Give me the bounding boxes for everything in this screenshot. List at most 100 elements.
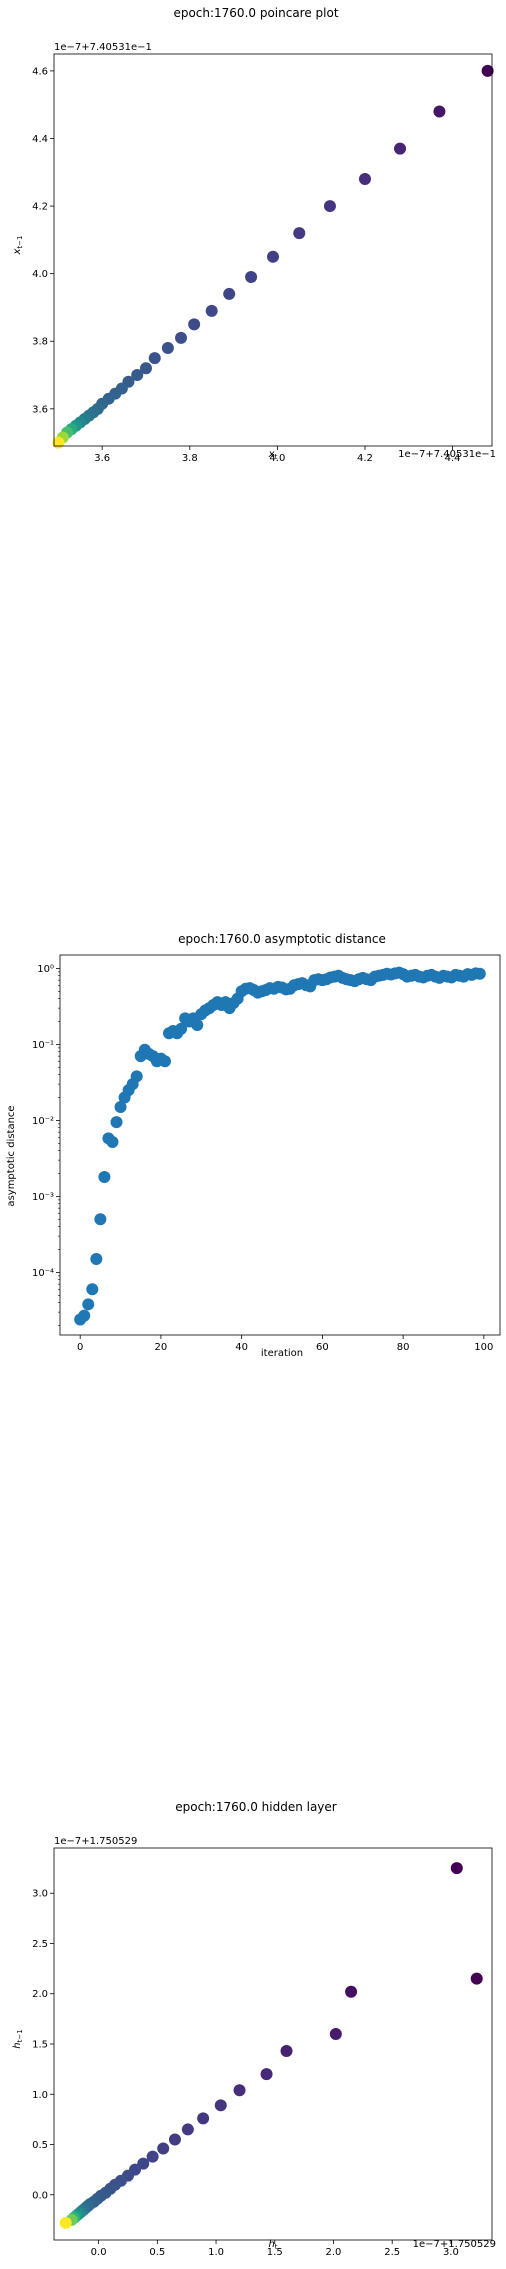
- data-point: [473, 967, 486, 980]
- data-point: [245, 271, 258, 284]
- data-point: [137, 2157, 150, 2170]
- data-point: [98, 1170, 111, 1183]
- data-point: [267, 250, 279, 263]
- chart-title: epoch:1760.0 asymptotic distance: [178, 932, 386, 946]
- plot-area: 0 20 40 60 80 100 10⁻⁴ 10⁻³ 10⁻² 10⁻¹ 10⁰: [32, 954, 501, 1353]
- data-point: [106, 1135, 119, 1148]
- data-point: [90, 1253, 103, 1265]
- data-point: [131, 369, 144, 382]
- data-point: [223, 287, 236, 300]
- data-point: [329, 2027, 342, 2040]
- data-point: [158, 1055, 171, 1068]
- data-point: [181, 2123, 194, 2136]
- x-tick-label: 1.5: [267, 2247, 283, 2258]
- data-point: [191, 1018, 204, 1031]
- x-tick-label: 40: [235, 1342, 248, 1353]
- y-tick-label: 3.6: [32, 404, 48, 415]
- plot-area: 0.0 0.5 1.0 1.5 2.0 2.5 3.0 0.0 0.5 1.0 1.5 2.0 2.5 3…: [32, 1847, 493, 2258]
- y-tick-label: 0.5: [32, 2140, 48, 2151]
- y-tick-label: 0.0: [32, 2190, 48, 2201]
- data-point: [470, 1972, 483, 1985]
- y-tick-label: 3.8: [32, 337, 48, 348]
- data-point: [157, 2142, 170, 2155]
- x-tick-label: 4.2: [357, 453, 373, 464]
- data-point: [148, 352, 161, 365]
- data-point: [139, 362, 152, 375]
- hidden-layer-chart: epoch:1760.0 hidden layer 1e−7+1.750529 …: [12, 1800, 496, 2258]
- x-tick-label: 0.5: [149, 2247, 165, 2258]
- x-tick-label: 3.8: [182, 453, 198, 464]
- data-point: [394, 142, 407, 155]
- data-point: [188, 318, 201, 331]
- data-point: [94, 1213, 107, 1226]
- asymptotic-distance-chart: epoch:1760.0 asymptotic distance 0 20 40 60…: [6, 932, 501, 1359]
- data-point: [323, 200, 336, 213]
- y-axis-label: ht−1: [12, 2029, 24, 2048]
- y-axis-label: asymptotic distance: [6, 1105, 17, 1206]
- data-point: [114, 1101, 127, 1113]
- y-tick-label: 3.0: [32, 1889, 48, 1900]
- x-tick-label: 4.4: [445, 453, 461, 464]
- data-point: [168, 2133, 181, 2146]
- y-tick-label: 4.6: [32, 66, 48, 77]
- x-tick-label: 0: [77, 1342, 83, 1353]
- x-offset-label: 1e−7+1.750529: [413, 2239, 496, 2250]
- chart-title: epoch:1760.0 poincare plot: [173, 6, 338, 20]
- x-offset-label: 1e−7+7.40531e−1: [398, 449, 496, 460]
- poincare-plot-chart: epoch:1760.0 poincare plot 1e−7+7.40531e…: [12, 6, 496, 464]
- y-tick-label: 4.4: [32, 134, 48, 145]
- chart-title: epoch:1760.0 hidden layer: [175, 1800, 337, 1814]
- data-point: [175, 1022, 188, 1035]
- y-tick-label: 1.5: [32, 2040, 48, 2051]
- x-tick-label: 1.0: [208, 2247, 224, 2258]
- x-tick-label: 0.0: [91, 2247, 107, 2258]
- data-point: [345, 1985, 358, 1998]
- data-point: [82, 1298, 95, 1311]
- y-tick-label: 10⁻³: [32, 1192, 54, 1203]
- x-tick-label: 2.0: [326, 2247, 342, 2258]
- y-tick-label: 10⁻¹: [32, 1040, 54, 1051]
- data-point: [161, 342, 174, 354]
- x-tick-label: 3.6: [94, 453, 110, 464]
- data-point: [433, 105, 446, 118]
- data-point: [358, 173, 371, 186]
- x-tick-label: 2.5: [384, 2247, 400, 2258]
- x-axis-label: iteration: [261, 1348, 303, 1359]
- y-offset-label: 1e−7+1.750529: [54, 1836, 137, 1847]
- y-tick-label: 1.0: [32, 2090, 48, 2101]
- x-axis-label: ht: [268, 2239, 277, 2251]
- x-tick-label: 60: [316, 1342, 329, 1353]
- plot-area: 3.6 3.8 4.0 4.2 4.4 3.6 3.8 4.0 4.2 4.4 4.6: [32, 53, 494, 464]
- y-tick-label: 10⁰: [37, 964, 54, 975]
- y-tick-label: 4.0: [32, 269, 48, 280]
- plot-frame: [53, 1847, 493, 2241]
- plot-frame: [59, 954, 501, 1336]
- data-point: [146, 2150, 159, 2163]
- data-point: [260, 2068, 273, 2081]
- y-tick-label: 2.5: [32, 1939, 48, 1950]
- data-point: [59, 2216, 72, 2229]
- x-axis-label: xt: [268, 449, 278, 461]
- x-tick-label: 4.0: [269, 453, 285, 464]
- data-point: [78, 1309, 91, 1322]
- x-tick-label: 3.0: [443, 2247, 459, 2258]
- y-tick-label: 10⁻²: [32, 1116, 54, 1127]
- x-tick-label: 80: [397, 1342, 410, 1353]
- data-point: [293, 227, 306, 240]
- data-point: [130, 1070, 143, 1083]
- data-point: [233, 2084, 246, 2097]
- data-point: [110, 1116, 123, 1129]
- data-point: [86, 1283, 99, 1296]
- x-tick-label: 20: [155, 1342, 168, 1353]
- y-tick-label: 10⁻⁴: [32, 1268, 54, 1279]
- y-offset-label: 1e−7+7.40531e−1: [54, 42, 152, 53]
- data-point: [175, 331, 188, 344]
- y-tick-label: 2.0: [32, 1989, 48, 2000]
- data-point: [205, 304, 218, 317]
- y-axis-label: xt−1: [12, 236, 24, 256]
- x-tick-label: 100: [474, 1342, 493, 1353]
- plot-frame: [53, 53, 493, 447]
- data-point: [197, 2112, 210, 2125]
- y-tick-label: 4.2: [32, 202, 48, 213]
- data-point: [450, 1862, 463, 1875]
